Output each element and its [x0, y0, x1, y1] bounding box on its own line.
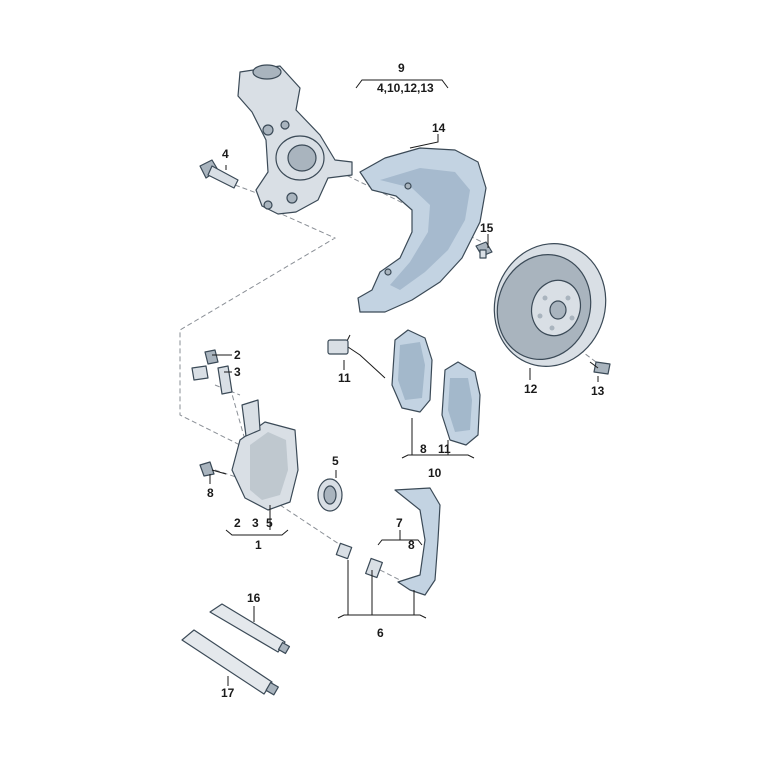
callout-14: 14 — [432, 121, 446, 135]
dust-cap — [217, 365, 233, 395]
callout-15: 15 — [480, 221, 494, 235]
callout-4: 4 — [222, 147, 229, 161]
bolt-4 — [199, 159, 239, 189]
bleeder-screw — [191, 349, 219, 381]
grease-tube-17 — [181, 629, 279, 696]
callout-8c: 8 — [408, 538, 415, 552]
callout-5: 5 — [332, 454, 339, 468]
callout-2: 2 — [234, 348, 241, 362]
callouts: 9 4,10,12,13 14 4 15 2 3 11 12 13 5 8 8 … — [207, 61, 605, 700]
piston-seal — [317, 478, 343, 512]
callout-11a: 11 — [338, 371, 351, 385]
callout-13: 13 — [591, 384, 605, 398]
callout-1-5: 5 — [266, 516, 273, 530]
assembly-dashed-lines — [179, 171, 601, 586]
callout-8a: 8 — [207, 486, 214, 500]
callout-17: 17 — [221, 686, 235, 700]
callout-7: 7 — [396, 516, 403, 530]
callout-16: 16 — [247, 591, 261, 605]
callout-10: 10 — [428, 466, 442, 480]
callout-8b: 8 — [420, 442, 427, 456]
guide-pin — [335, 542, 383, 579]
brake-disc — [493, 243, 607, 367]
brake-caliper — [231, 399, 299, 511]
wear-sensor — [327, 334, 386, 379]
screw-13 — [589, 361, 611, 375]
bolt-8 — [199, 461, 227, 477]
brake-pads — [391, 329, 481, 446]
leader-lines — [209, 79, 599, 686]
callout-1-3: 3 — [252, 516, 259, 530]
callout-6: 6 — [377, 626, 384, 640]
callout-11b: 11 — [438, 442, 451, 456]
steering-knuckle — [237, 64, 353, 215]
screw-15 — [475, 241, 493, 259]
callout-1-2: 2 — [234, 516, 241, 530]
splash-shield — [357, 147, 487, 313]
callout-12: 12 — [524, 382, 538, 396]
callout-3: 3 — [234, 365, 241, 379]
callout-9: 9 — [398, 61, 405, 75]
callout-1: 1 — [255, 538, 262, 552]
caliper-carrier — [394, 487, 441, 596]
callout-9-sub: 4,10,12,13 — [377, 81, 434, 95]
grease-tube-16 — [209, 603, 291, 655]
